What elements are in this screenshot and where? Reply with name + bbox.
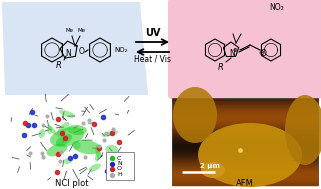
Text: H: H <box>117 172 122 177</box>
Ellipse shape <box>59 110 75 118</box>
Text: NO₂: NO₂ <box>114 47 127 53</box>
Ellipse shape <box>50 127 84 147</box>
Text: O: O <box>79 47 85 57</box>
Text: R: R <box>56 61 62 70</box>
Text: 2 μm: 2 μm <box>201 163 221 169</box>
Ellipse shape <box>201 162 225 178</box>
Polygon shape <box>2 2 148 95</box>
Text: NCI plot: NCI plot <box>55 179 89 188</box>
Ellipse shape <box>73 140 101 154</box>
Text: O: O <box>261 49 267 57</box>
Text: N: N <box>229 49 235 57</box>
Ellipse shape <box>67 125 87 135</box>
Text: N: N <box>65 49 71 57</box>
Ellipse shape <box>198 123 302 187</box>
FancyBboxPatch shape <box>172 98 318 185</box>
Ellipse shape <box>102 130 118 137</box>
Ellipse shape <box>47 125 52 134</box>
FancyBboxPatch shape <box>106 152 134 180</box>
Ellipse shape <box>173 87 217 143</box>
Text: R: R <box>218 64 224 73</box>
Ellipse shape <box>47 125 57 135</box>
Text: O: O <box>117 167 122 171</box>
Text: NO₂: NO₂ <box>270 4 284 12</box>
Text: C: C <box>117 156 121 160</box>
Text: AFM: AFM <box>236 179 254 188</box>
Ellipse shape <box>106 145 118 155</box>
Text: N: N <box>117 161 122 166</box>
Ellipse shape <box>89 163 101 172</box>
Ellipse shape <box>57 122 69 137</box>
Text: Me: Me <box>78 28 86 33</box>
Ellipse shape <box>39 129 45 138</box>
FancyBboxPatch shape <box>168 0 321 99</box>
Ellipse shape <box>47 144 67 156</box>
Text: Heat / Vis: Heat / Vis <box>134 54 171 64</box>
Ellipse shape <box>95 145 101 159</box>
Ellipse shape <box>72 141 81 150</box>
Text: ⊕: ⊕ <box>233 49 237 53</box>
Ellipse shape <box>95 150 100 162</box>
Ellipse shape <box>285 95 321 165</box>
Text: UV: UV <box>145 28 160 38</box>
Ellipse shape <box>56 134 72 146</box>
Text: Me: Me <box>66 28 74 33</box>
Text: ⊖: ⊖ <box>258 50 264 56</box>
Ellipse shape <box>64 158 72 164</box>
